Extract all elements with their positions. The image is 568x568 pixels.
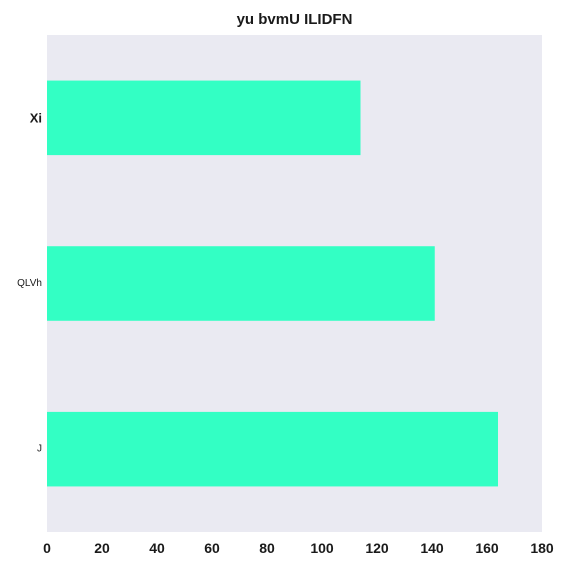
y-tick-label: QLVh (17, 278, 42, 289)
x-tick-label: 80 (259, 540, 275, 556)
x-tick-label: 160 (475, 540, 499, 556)
x-tick-label: 20 (94, 540, 110, 556)
bar-j (47, 411, 498, 487)
x-tick-label: 0 (43, 540, 51, 556)
y-axis: Xi QLVh J (17, 110, 42, 454)
x-tick-label: 100 (310, 540, 334, 556)
x-tick-label: 60 (204, 540, 220, 556)
chart-title: yu bvmU ILIDFN (237, 11, 353, 28)
x-tick-label: 140 (420, 540, 444, 556)
x-tick-label: 40 (149, 540, 165, 556)
y-tick-label: J (37, 444, 42, 455)
bar-qlvh (47, 246, 435, 321)
bar-xi (47, 80, 361, 156)
y-tick-label: Xi (30, 110, 42, 125)
x-tick-label: 120 (365, 540, 389, 556)
x-axis: 0 20 40 60 80 100 120 140 160 180 (43, 540, 554, 556)
x-tick-label: 180 (530, 540, 554, 556)
bars-group (47, 80, 498, 487)
